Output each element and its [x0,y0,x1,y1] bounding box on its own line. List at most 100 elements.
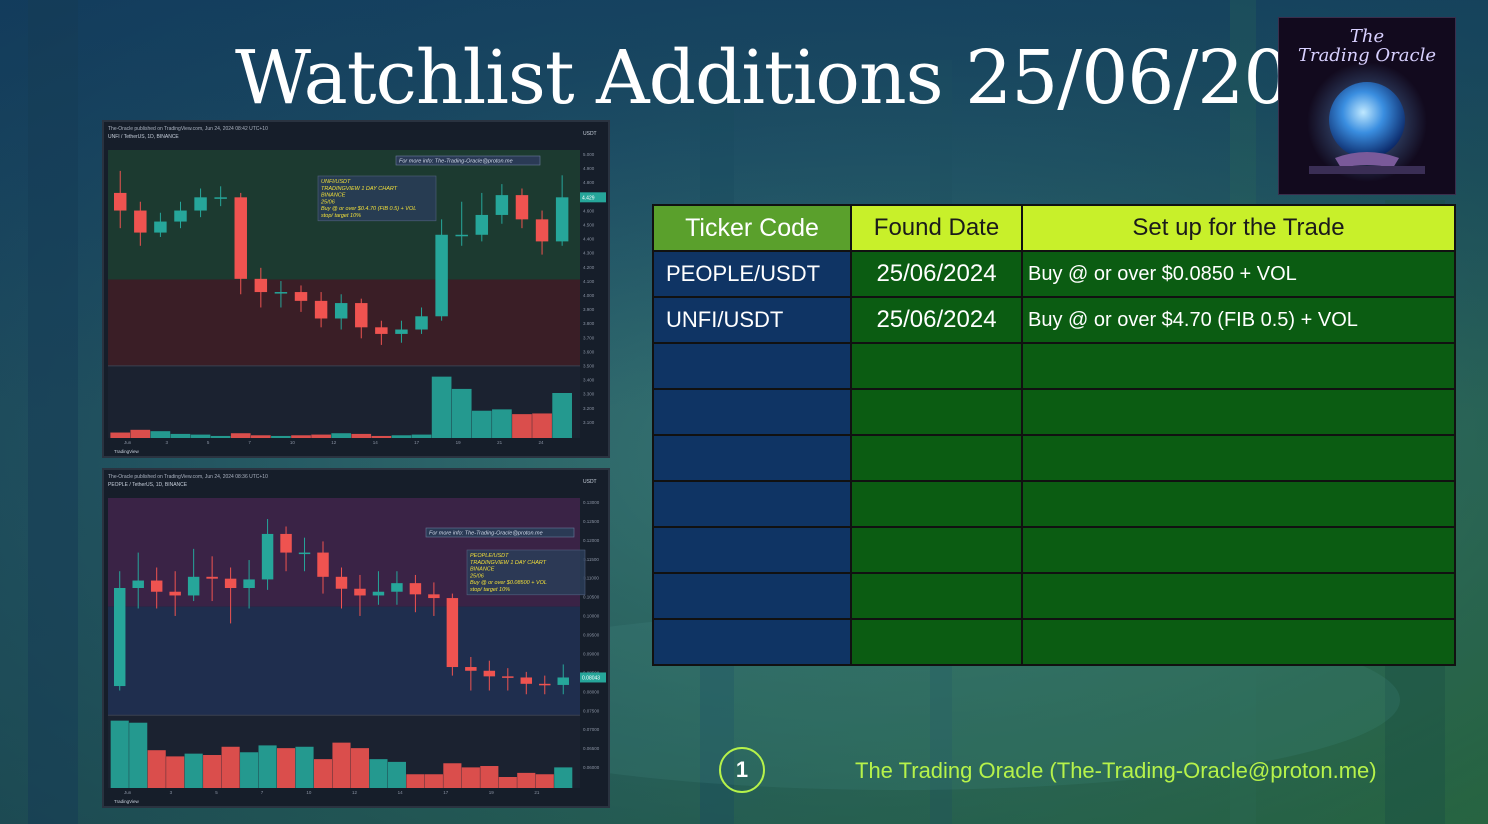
y-tick-label: 3.500 [583,364,595,369]
candle-body [214,197,227,199]
note-line: TRADINGVIEW 1 DAY CHART [321,186,398,192]
axis-unit: USDT [583,131,597,137]
cell-ticker: UNFI/USDT [652,296,852,344]
unfi-chart-canvas: The-Oracle published on TradingView.com,… [104,122,608,456]
x-tick-label: 21 [534,790,540,795]
volume-bar [150,431,171,438]
candle-body [114,192,127,211]
header-found-date: Found Date [850,204,1023,252]
x-tick-label: 24 [539,440,545,445]
note-line: stop/ target 10% [470,587,510,593]
cell-date: 25/06/2024 [850,296,1023,344]
volume-bar [129,722,148,788]
candle-body [455,234,468,237]
volume-bar [535,774,554,788]
y-tick-label: 0.10500 [583,595,600,600]
y-tick-label: 0.12500 [583,519,600,524]
cell-ticker [652,388,852,436]
note-line: BINANCE [470,567,495,573]
logo-line-2: Trading Oracle [1297,45,1437,66]
volume-bar [371,435,392,438]
table-row: UNFI/USDT 25/06/2024 Buy @ or over $4.70 (… [652,296,1456,344]
people-chart: The-Oracle published on TradingView.com,… [102,468,610,808]
y-tick-label: 0.06500 [583,746,600,751]
volume-bar [170,433,191,438]
watchlist-table: Ticker Code Found Date Set up for the Tr… [652,204,1456,666]
x-tick-label: 10 [290,440,296,445]
y-tick-label: 3.900 [583,307,595,312]
volume-bar [250,435,271,438]
candle-body [535,219,549,242]
candle-body [280,533,292,553]
x-tick-label: 5 [215,790,218,795]
volume-bar [391,435,412,438]
people-chart-canvas: The-Oracle published on TradingView.com,… [104,470,608,806]
y-tick-label: 3.800 [583,321,595,326]
axis-unit: USDT [583,479,597,485]
footer-contact: The Trading Oracle (The-Trading-Oracle@p… [855,758,1377,783]
candle-body [335,576,348,589]
candle-body [261,533,274,580]
cell-ticker [652,434,852,482]
candle-body [375,327,388,334]
cell-ticker: PEOPLE/USDT [652,250,852,298]
table-row [652,618,1456,666]
volume-bar [147,750,166,788]
y-tick-label: 5.000 [583,152,595,157]
y-tick-label: 0.10000 [583,614,600,619]
cell-date [850,618,1023,666]
volume-bar [387,761,406,788]
table-row [652,434,1456,482]
candle-body [314,300,328,319]
x-tick-label: 21 [497,440,503,445]
note-line: PEOPLE/USDT [470,553,509,559]
cell-ticker [652,572,852,620]
y-tick-label: 0.08000 [583,689,600,694]
price-tag: 0.08043 [582,675,600,681]
volume-bar [480,766,499,788]
y-tick-label: 3.600 [583,349,595,354]
y-tick-label: 0.13000 [583,500,600,505]
cell-date [850,388,1023,436]
header-setup: Set up for the Trade [1021,204,1456,252]
candle-body [354,588,366,596]
cell-ticker [652,526,852,574]
candle-body [483,670,496,677]
trading-oracle-logo: The Trading Oracle [1278,17,1456,195]
slide-title: Watchlist Additions 25/06/2024 [235,35,1383,121]
volume-bar [512,414,532,438]
volume-bar [230,433,251,438]
chart-zone [108,606,580,716]
price-tag-box [580,672,606,683]
volume-bar [517,772,536,788]
volume-bar [311,434,331,438]
cell-setup: Buy @ or over $4.70 (FIB 0.5) + VOL [1021,296,1456,344]
y-tick-label: 4.100 [583,279,595,284]
chart-header: The-Oracle published on TradingView.com,… [108,126,268,132]
y-tick-label: 0.09500 [583,633,600,638]
cell-date [850,572,1023,620]
volume-bar [271,435,291,438]
volume-bar [411,434,432,438]
volume-bar [424,774,443,788]
cell-ticker [652,618,852,666]
y-tick-label: 0.09000 [583,651,600,656]
info-box [395,155,541,166]
volume-bar [258,745,277,788]
x-tick-label: 7 [261,790,264,795]
volume-bar [313,759,333,788]
volume-bar [203,755,222,788]
candle-body [298,552,311,555]
cell-setup [1021,572,1456,620]
candle-body [254,278,268,293]
candle-body [555,197,569,242]
note-line: stop/ target 10% [321,213,361,219]
note-line: BINANCE [321,193,346,199]
note-box [317,175,437,222]
x-tick-label: 5 [207,440,210,445]
info-text: For more info: The-Trading-Oracle@proton… [429,531,543,537]
candle-body [515,195,529,220]
volume-bar [350,748,370,788]
x-tick-label: 3 [170,790,173,795]
